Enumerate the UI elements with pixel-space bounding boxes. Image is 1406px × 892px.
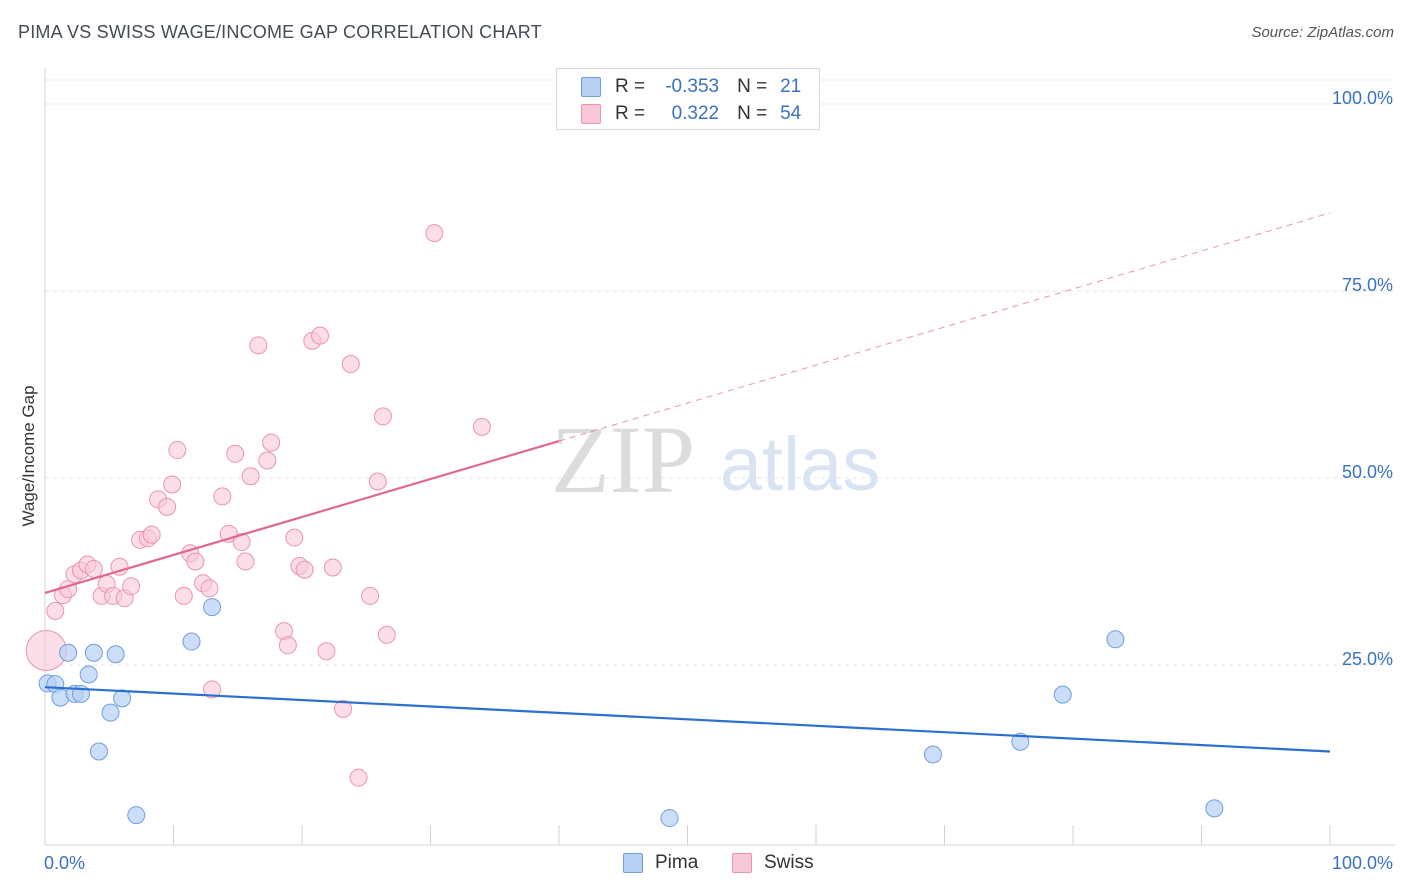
swiss-point bbox=[186, 552, 205, 571]
legend-item-swiss[interactable]: Swiss bbox=[732, 852, 814, 874]
pima-point bbox=[79, 665, 98, 684]
correlation-legend: R = -0.353 N = 21 R = 0.322 N = 54 bbox=[556, 68, 820, 130]
swiss-point bbox=[142, 525, 161, 544]
source-label: Source: ZipAtlas.com bbox=[1251, 24, 1394, 41]
pima-point bbox=[1011, 732, 1030, 751]
watermark-zip: ZIP bbox=[551, 406, 695, 513]
pima-point bbox=[923, 745, 942, 764]
pima-point bbox=[106, 645, 125, 664]
swiss-point bbox=[110, 557, 129, 576]
swiss-point bbox=[122, 577, 141, 596]
y-tick-labels: 25.0% 50.0% 75.0% 100.0% bbox=[1332, 88, 1393, 669]
swiss-point bbox=[232, 533, 251, 552]
pima-trend-line bbox=[44, 686, 1331, 753]
swiss-point bbox=[168, 441, 187, 460]
swiss-point bbox=[310, 326, 329, 345]
pima-legend-swatch bbox=[623, 853, 643, 873]
x-tick-label: 0.0% bbox=[44, 853, 85, 873]
trend-lines bbox=[44, 212, 1331, 753]
swiss-point bbox=[203, 680, 222, 699]
chart-title: PIMA VS SWISS WAGE/INCOME GAP CORRELATIO… bbox=[18, 22, 542, 42]
swiss-point bbox=[472, 417, 491, 436]
swiss-point bbox=[425, 224, 444, 243]
legend-row-swiss: R = 0.322 N = 54 bbox=[581, 101, 801, 127]
swiss-legend-label: Swiss bbox=[764, 852, 814, 873]
pima-point bbox=[203, 598, 222, 617]
pima-point bbox=[182, 632, 201, 651]
pima-point bbox=[101, 703, 120, 722]
swiss-point bbox=[317, 642, 336, 661]
pima-swatch bbox=[581, 77, 601, 97]
swiss-point bbox=[249, 336, 268, 355]
pima-point bbox=[84, 643, 103, 662]
y-axis-label: Wage/Income Gap bbox=[19, 385, 38, 526]
swiss-trend-extension bbox=[558, 212, 1331, 442]
swiss-point bbox=[163, 475, 182, 494]
swiss-point bbox=[200, 579, 219, 598]
swiss-point bbox=[258, 451, 277, 470]
swiss-point bbox=[213, 487, 232, 506]
swiss-point bbox=[84, 559, 103, 578]
pima-r-label: R = bbox=[615, 76, 646, 97]
swiss-swatch bbox=[581, 104, 601, 124]
pima-point bbox=[89, 742, 108, 761]
y-tick-label: 25.0% bbox=[1342, 649, 1393, 669]
pima-n-label: N = bbox=[737, 76, 768, 97]
swiss-r-label: R = bbox=[615, 103, 646, 124]
swiss-trend-line bbox=[44, 440, 560, 594]
swiss-point bbox=[377, 625, 396, 644]
series-legend: Pima Swiss bbox=[0, 852, 1406, 878]
x-tick-labels: 0.0% 100.0% bbox=[44, 853, 1393, 873]
pima-n-value: 21 bbox=[780, 76, 802, 97]
swiss-point bbox=[241, 467, 260, 486]
pima-points bbox=[38, 598, 1224, 828]
pima-point bbox=[1106, 630, 1125, 649]
pima-point bbox=[113, 689, 132, 708]
swiss-legend-swatch bbox=[732, 853, 752, 873]
swiss-point bbox=[46, 601, 65, 620]
pima-legend-label: Pima bbox=[655, 852, 699, 873]
pima-point bbox=[127, 806, 146, 825]
swiss-point bbox=[285, 528, 304, 547]
swiss-points bbox=[25, 224, 491, 787]
swiss-point bbox=[174, 586, 193, 605]
swiss-point bbox=[349, 768, 368, 787]
swiss-n-value: 54 bbox=[780, 103, 802, 124]
swiss-r-value: 0.322 bbox=[671, 103, 720, 124]
swiss-point bbox=[334, 699, 353, 718]
swiss-point bbox=[323, 558, 342, 577]
swiss-point bbox=[262, 433, 281, 452]
pima-point bbox=[1053, 685, 1072, 704]
swiss-point bbox=[295, 560, 314, 579]
pima-point bbox=[1205, 799, 1224, 818]
pima-point bbox=[660, 809, 679, 828]
swiss-n-label: N = bbox=[737, 103, 768, 124]
y-tick-label: 75.0% bbox=[1342, 275, 1393, 295]
grid-lines bbox=[45, 79, 1395, 666]
axes bbox=[44, 68, 1395, 846]
legend-row-pima: R = -0.353 N = 21 bbox=[581, 74, 801, 100]
watermark-atlas: atlas bbox=[720, 422, 881, 507]
swiss-point bbox=[341, 355, 360, 374]
swiss-point bbox=[361, 586, 380, 605]
y-tick-label: 50.0% bbox=[1342, 462, 1393, 482]
swiss-point bbox=[226, 444, 245, 463]
pima-point bbox=[59, 643, 78, 662]
swiss-point bbox=[278, 636, 297, 655]
swiss-point bbox=[236, 552, 255, 571]
legend-item-pima[interactable]: Pima bbox=[623, 852, 698, 874]
x-tick-label: 100.0% bbox=[1332, 853, 1393, 873]
pima-r-value: -0.353 bbox=[665, 76, 720, 97]
swiss-point bbox=[158, 497, 177, 516]
swiss-point bbox=[368, 472, 387, 491]
swiss-point bbox=[373, 407, 392, 426]
y-tick-label: 100.0% bbox=[1332, 88, 1393, 108]
